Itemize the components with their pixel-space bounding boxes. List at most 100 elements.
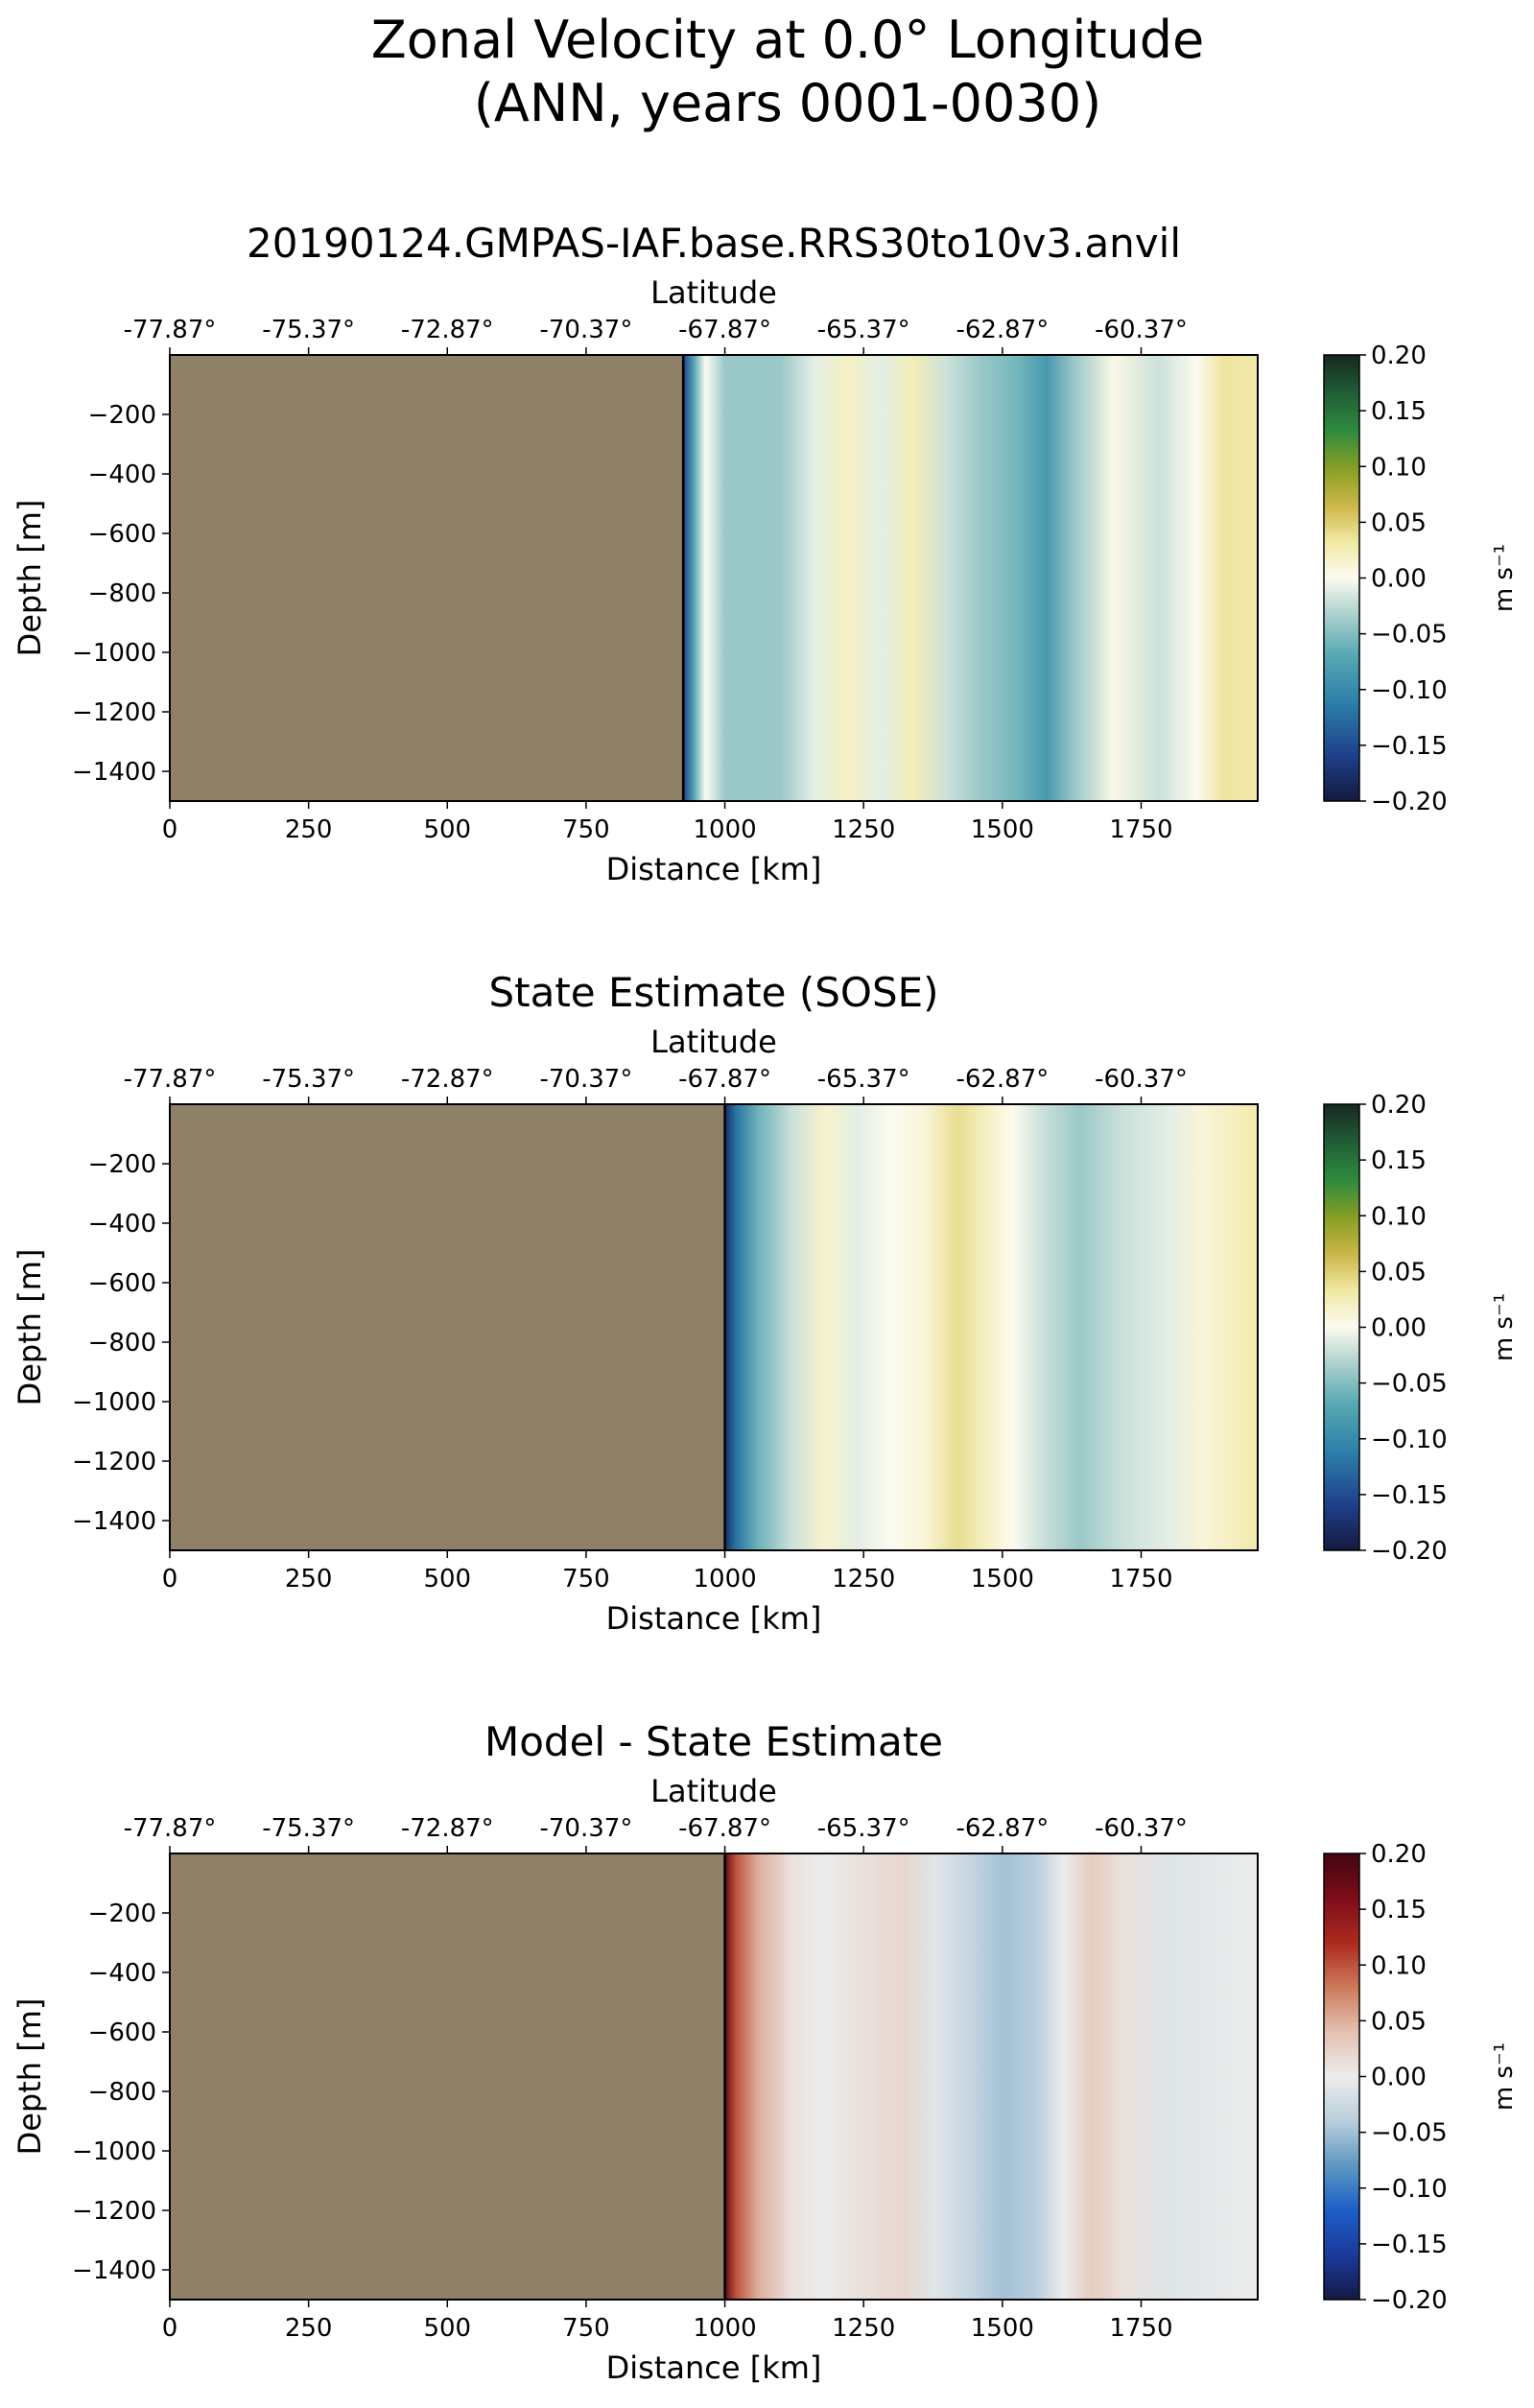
x-tick-label: 1500 [971,815,1034,844]
top-tick-label: -62.87° [956,316,1049,344]
y-tick-label: −400 [88,460,156,489]
x-axis-label: Distance [km] [606,1600,822,1637]
y-tick-label: −200 [88,401,156,430]
colorbar-label: m s⁻¹ [1490,544,1519,612]
x-tick-label: 1750 [1109,2314,1172,2343]
top-tick-label: -70.37° [540,1814,633,1843]
y-tick-label: −600 [88,2018,156,2047]
panel-title: State Estimate (SOSE) [488,969,938,1016]
x-tick-label: 250 [285,2314,333,2343]
x-tick-label: 500 [423,815,471,844]
panels: 20190124.GMPAS-IAF.base.RRS30to10v3.anvi… [12,220,1519,2386]
y-tick-label: −400 [88,1210,156,1239]
colorbar-tick-label: 0.15 [1371,1896,1427,1924]
x-axis-label: Distance [km] [606,2349,822,2386]
colorbar-tick-label: 0.05 [1371,2007,1427,2036]
colorbar-tick-label: 0.00 [1371,2064,1427,2092]
y-tick-label: −1000 [72,639,156,668]
x-tick-label: 1250 [832,2314,895,2343]
top-tick-label: -72.87° [401,1065,494,1094]
x-tick-label: 500 [423,1565,471,1594]
y-tick-label: −1400 [72,1507,156,1536]
x-tick-label: 750 [562,1565,610,1594]
colorbar-tick-label: −0.10 [1371,1426,1448,1454]
y-tick-label: −400 [88,1959,156,1988]
figure-title-line-2: (ANN, years 0001-0030) [474,73,1101,133]
plot-frame [169,1853,1259,2301]
panel-title: 20190124.GMPAS-IAF.base.RRS30to10v3.anvi… [247,220,1181,267]
y-tick-label: −800 [88,1329,156,1357]
chart-panel-1: 20190124.GMPAS-IAF.base.RRS30to10v3.anvi… [12,220,1519,887]
colorbar-tick-label: −0.05 [1371,1370,1448,1399]
x-tick-label: 1500 [971,2314,1034,2343]
y-tick-label: −800 [88,2078,156,2107]
x-tick-label: 250 [285,815,333,844]
x-tick-label: 1500 [971,1565,1034,1594]
top-tick-label: -60.37° [1095,316,1188,344]
x-tick-label: 500 [423,2314,471,2343]
y-tick-label: −1200 [72,2197,156,2226]
y-tick-label: −800 [88,579,156,608]
colorbar-tick-label: −0.20 [1371,1537,1448,1566]
y-tick-label: −200 [88,1900,156,1928]
colorbar-tick-label: 0.00 [1371,565,1427,594]
top-tick-label: -77.87° [124,1065,217,1094]
chart-panel-2: State Estimate (SOSE) Latitude 0 250 500 750 1… [12,969,1519,1637]
velocity-field [683,355,1258,801]
x-tick-label: 1000 [693,815,756,844]
colorbar-tick-label: −0.10 [1371,2175,1448,2204]
velocity-field [724,1104,1258,1550]
colorbar-tick-label: 0.20 [1371,1091,1427,1120]
top-tick-label: -67.87° [678,1814,771,1843]
y-axis-label: Depth [m] [12,500,48,657]
colorbar: 0.20 0.15 0.10 0.05 0.00 −0.05 −0.10 −0.15 −0.20… [1323,1091,1519,1566]
y-tick-label: −1400 [72,2256,156,2285]
figure-title-line-1: Zonal Velocity at 0.0° Longitude [371,10,1205,70]
x-tick-label: 250 [285,1565,333,1594]
colorbar-tick-label: 0.00 [1371,1314,1427,1343]
colorbar-tick-label: 0.10 [1371,453,1427,482]
colorbar-tick-label: 0.10 [1371,1202,1427,1231]
top-tick-label: -62.87° [956,1814,1049,1843]
colorbar-label: m s⁻¹ [1490,1293,1519,1361]
top-tick-label: -60.37° [1095,1065,1188,1094]
top-tick-label: -67.87° [678,316,771,344]
y-tick-label: −1400 [72,758,156,787]
colorbar-tick-label: 0.15 [1371,1146,1427,1175]
x-tick-label: 1000 [693,2314,756,2343]
colorbar-tick-label: −0.10 [1371,676,1448,705]
colorbar-tick-label: 0.05 [1371,508,1427,537]
colorbar-tick-label: −0.05 [1371,621,1448,649]
velocity-field [724,1853,1258,2300]
top-tick-label: -65.37° [817,1814,910,1843]
y-tick-label: −200 [88,1150,156,1179]
colorbar-tick-label: −0.20 [1371,2286,1448,2315]
x-tick-label: 1750 [1109,815,1172,844]
top-tick-label: -65.37° [817,316,910,344]
colorbar-tick-label: −0.05 [1371,2119,1448,2148]
y-axis-label: Depth [m] [12,1249,48,1406]
top-tick-label: -72.87° [401,316,494,344]
top-tick-label: -70.37° [540,1065,633,1094]
top-tick-label: -77.87° [124,1814,217,1843]
colorbar-tick-label: −0.15 [1371,732,1448,761]
top-tick-label: -75.37° [262,1065,355,1094]
colorbar-label: m s⁻¹ [1490,2042,1519,2111]
top-tick-label: -60.37° [1095,1814,1188,1843]
top-axis-label: Latitude [650,1773,777,1809]
colorbar-tick-label: 0.10 [1371,1951,1427,1980]
colorbar: 0.20 0.15 0.10 0.05 0.00 −0.05 −0.10 −0.15 −0.20… [1323,342,1519,816]
land-mask [170,1853,725,2300]
top-tick-label: -62.87° [956,1065,1049,1094]
colorbar-tick-label: −0.15 [1371,2231,1448,2259]
colorbar: 0.20 0.15 0.10 0.05 0.00 −0.05 −0.10 −0.15 −0.20… [1323,1840,1519,2315]
top-tick-label: -75.37° [262,1814,355,1843]
x-tick-label: 0 [162,1565,178,1594]
y-tick-label: −1200 [72,698,156,727]
top-tick-label: -72.87° [401,1814,494,1843]
top-tick-label: -77.87° [124,316,217,344]
colorbar-tick-label: 0.20 [1371,1840,1427,1869]
x-tick-label: 750 [562,2314,610,2343]
colorbar-fill [1323,1103,1360,1551]
